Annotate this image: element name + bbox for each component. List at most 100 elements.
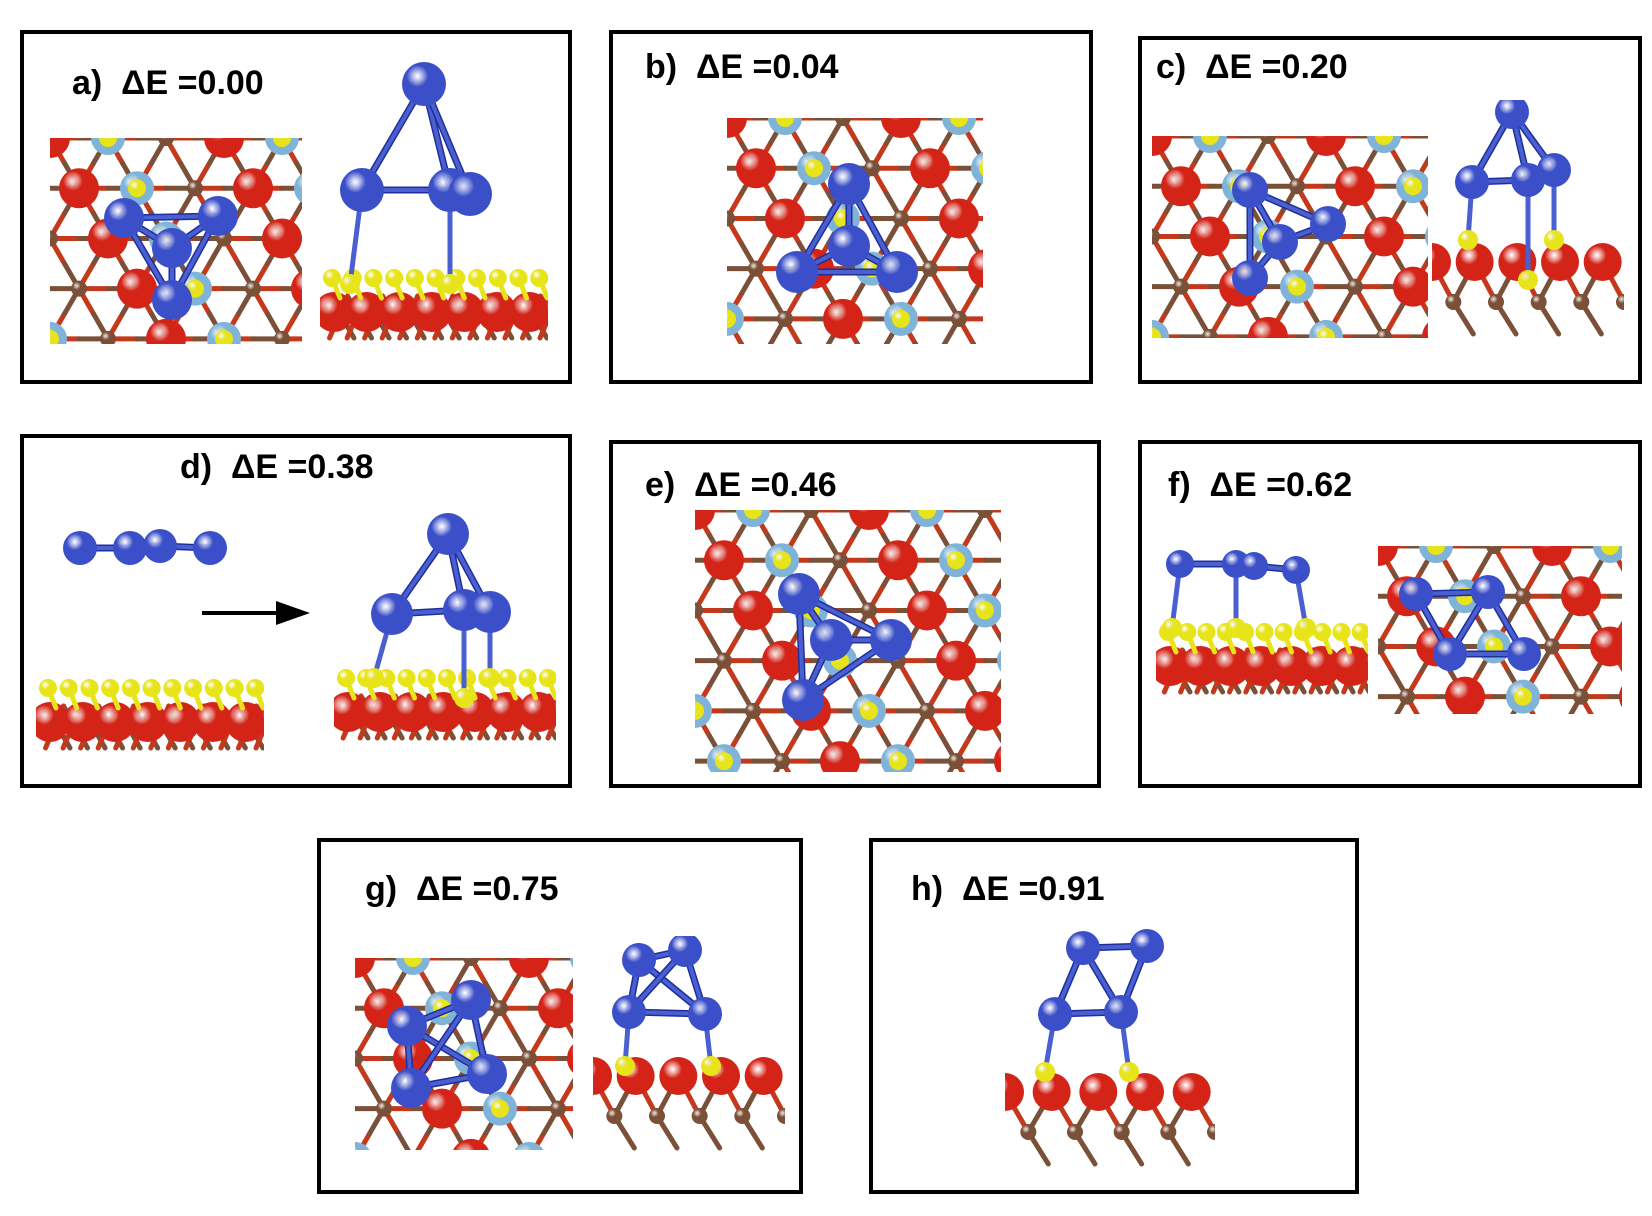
sulfur-atom: [1197, 623, 1216, 641]
sulfur-atom: [246, 679, 264, 697]
panel-h-label: h) ΔE =0.91: [911, 870, 1105, 908]
sulfur-atom: [615, 1056, 635, 1076]
metal-atom: [695, 602, 703, 619]
lattice-bond: [294, 160, 302, 178]
sulfur-atom: [273, 138, 291, 147]
sulfur-atom: [1035, 1062, 1055, 1082]
oxygen-atom: [1161, 166, 1201, 207]
cluster-atom: [1455, 165, 1489, 199]
metal-atom: [922, 260, 938, 277]
panel-c-side-view: [1432, 100, 1624, 342]
metal-atom: [716, 652, 732, 669]
metal-atom: [1573, 294, 1590, 310]
cluster-atom: [1537, 153, 1571, 187]
metal-atom: [1152, 228, 1160, 245]
lattice-bond: [294, 299, 302, 317]
metal-atom: [748, 260, 764, 277]
metal-atom: [977, 510, 993, 518]
structure-drawing: [727, 118, 983, 344]
structure-drawing: [36, 679, 264, 751]
sulfur-atom: [204, 679, 223, 697]
cluster-atom: [143, 529, 177, 563]
sulfur-atom: [404, 958, 422, 967]
oxygen-atom: [1306, 136, 1346, 156]
oxygen-atom: [62, 702, 103, 742]
sulfur-atom: [340, 274, 360, 294]
metal-atom: [1173, 278, 1189, 295]
metal-atom: [777, 310, 793, 327]
metal-atom: [832, 552, 848, 569]
oxygen-atom: [95, 702, 136, 742]
arrow-icon: [202, 601, 310, 625]
metal-atom: [835, 118, 851, 126]
cluster-atom: [622, 943, 656, 977]
cluster-atom: [1511, 163, 1545, 197]
panel-d-flat-cluster: [60, 518, 260, 578]
oxygen-atom: [379, 292, 420, 332]
oxygen-atom: [518, 692, 556, 732]
sulfur-atom: [1332, 623, 1351, 641]
sulfur-atom: [1518, 270, 1538, 290]
structure-drawing: [63, 529, 227, 565]
panel-b-label: b) ΔE =0.04: [645, 48, 839, 86]
metal-atom: [1544, 638, 1560, 655]
sulfur-atom: [805, 159, 823, 178]
metal-atom: [1488, 294, 1504, 310]
sulfur-atom: [1458, 230, 1478, 250]
oxygen-atom: [192, 702, 233, 742]
oxygen-atom: [733, 590, 773, 631]
metal-atom: [463, 958, 479, 966]
lightblue-atom: [1425, 226, 1428, 247]
lattice-bond: [294, 198, 302, 216]
structure-drawing: [1156, 550, 1368, 695]
cluster-atom: [688, 997, 722, 1031]
sulfur-atom: [385, 269, 404, 287]
metal-atom: [550, 1100, 566, 1117]
structure-drawing: [1432, 100, 1624, 337]
cluster-atom: [776, 251, 818, 293]
cluster-atom: [402, 62, 446, 106]
oxygen-atom: [444, 292, 485, 332]
oxygen-atom: [225, 702, 264, 742]
sulfur-atom: [1226, 618, 1246, 638]
sulfur-atom: [1404, 177, 1422, 196]
sulfur-atom: [518, 669, 537, 687]
oxygen-atom: [849, 510, 889, 530]
oxygen-atom: [1432, 243, 1451, 281]
metal-atom: [1378, 638, 1386, 655]
sulfur-atom: [1313, 623, 1332, 641]
lightblue-atom: [997, 649, 1001, 672]
panel-c-label: c) ΔE =0.20: [1156, 48, 1348, 86]
sulfur-atom: [538, 669, 556, 687]
cluster-atom: [371, 593, 413, 635]
cluster-atom: [1471, 575, 1505, 609]
sulfur-atom: [99, 138, 117, 147]
oxygen-atom: [538, 988, 573, 1029]
cluster-atom: [1104, 995, 1138, 1029]
lattice-bond: [545, 712, 556, 741]
panel-f-side-view: [1156, 548, 1368, 698]
cluster-atom: [427, 513, 469, 555]
oxygen-atom: [1362, 651, 1368, 681]
sulfur-atom: [215, 329, 233, 344]
oxygen-atom: [1561, 576, 1601, 617]
sulfur-atom: [491, 1099, 509, 1118]
oxygen-atom: [1378, 546, 1398, 566]
panel-c: c) ΔE =0.20: [1138, 36, 1642, 384]
sulfur-atom: [715, 752, 733, 771]
oxygen-atom: [486, 692, 527, 732]
metal-atom: [777, 1108, 785, 1124]
oxygen-atom: [762, 640, 802, 681]
cluster-atom: [152, 228, 192, 268]
sulfur-atom: [1427, 546, 1445, 555]
oxygen-atom: [1210, 646, 1251, 686]
metal-atom: [893, 210, 909, 227]
oxygen-atom: [1126, 1073, 1164, 1111]
oxygen-atom: [593, 1057, 612, 1095]
structure-drawing: [1152, 136, 1428, 338]
oxygen-atom: [936, 640, 976, 681]
metal-atom: [1486, 546, 1502, 554]
panel-d-label: d) ΔE =0.38: [180, 448, 374, 486]
metal-atom: [71, 280, 87, 297]
lattice-bond: [253, 722, 264, 751]
